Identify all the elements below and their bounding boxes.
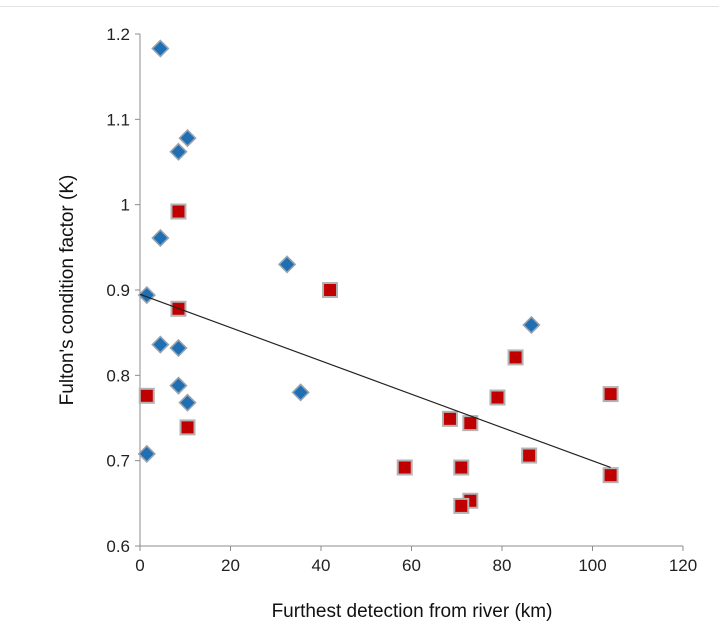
x-tick-label: 120: [669, 556, 697, 575]
data-point-diamond: [169, 376, 188, 395]
data-point-square: [179, 419, 196, 436]
y-tick-label: 1: [121, 196, 130, 215]
data-point-diamond: [137, 285, 156, 305]
data-point-square: [489, 389, 506, 406]
data-point-square: [602, 467, 619, 484]
y-axis-title: Fulton's condition factor (K): [57, 175, 78, 406]
y-tick-label: 1.2: [106, 25, 130, 44]
data-point-square: [507, 349, 524, 366]
x-tick-label: 20: [221, 556, 240, 575]
data-point-square: [441, 410, 458, 427]
data-point-diamond: [291, 383, 310, 402]
y-tick-label: 0.7: [106, 452, 130, 471]
data-point-square: [453, 459, 470, 476]
y-tick-label: 0.6: [106, 537, 130, 556]
data-point-square: [322, 282, 339, 298]
x-tick-label: 100: [578, 556, 606, 575]
data-point-diamond: [151, 228, 170, 248]
x-tick-label: 40: [312, 556, 331, 575]
data-point-diamond: [151, 39, 170, 58]
data-point-diamond: [277, 255, 297, 274]
data-point-diamond: [178, 128, 197, 148]
y-tick-label: 0.9: [106, 281, 130, 300]
top-divider: [0, 6, 719, 7]
data-point-square: [521, 447, 538, 464]
data-point-square: [602, 386, 619, 403]
x-tick-label: 60: [402, 556, 421, 575]
x-axis-title: Furthest detection from river (km): [272, 601, 553, 622]
data-point-square: [396, 459, 413, 476]
data-point-diamond: [151, 335, 170, 354]
data-point-diamond: [522, 315, 541, 335]
x-tick-label: 0: [135, 556, 144, 575]
data-point-diamond: [178, 393, 197, 412]
trendline: [139, 293, 611, 469]
data-point-diamond: [169, 338, 188, 358]
data-point-diamond: [169, 142, 188, 161]
y-tick-label: 1.1: [106, 110, 130, 129]
data-point-square: [170, 203, 187, 220]
data-point-square: [453, 497, 470, 514]
data-point-square: [138, 387, 155, 404]
data-point-diamond: [137, 444, 156, 463]
x-tick-label: 80: [493, 556, 512, 575]
y-tick-label: 0.8: [106, 366, 130, 385]
